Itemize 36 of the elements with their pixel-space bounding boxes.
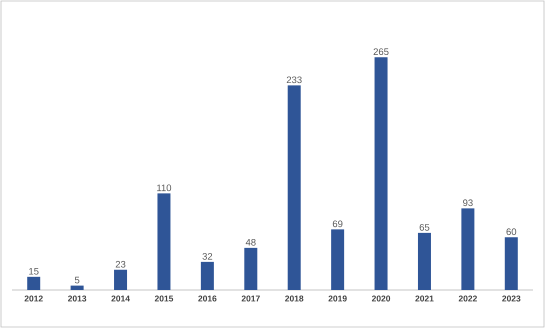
bar bbox=[331, 229, 344, 290]
bar bbox=[374, 57, 388, 290]
x-tick-label: 2014 bbox=[111, 296, 130, 302]
bar bbox=[157, 193, 170, 290]
x-tick-label: 2020 bbox=[372, 296, 390, 302]
x-tick-label: 2017 bbox=[242, 296, 260, 302]
x-tick-label: 2022 bbox=[458, 296, 477, 302]
data-label: 5 bbox=[74, 276, 80, 284]
bar bbox=[461, 208, 474, 290]
data-label: 60 bbox=[506, 228, 516, 236]
bar bbox=[70, 286, 84, 290]
bar bbox=[504, 237, 518, 290]
x-tick-label: 2019 bbox=[328, 296, 347, 302]
x-tick-label: 2015 bbox=[154, 296, 174, 302]
data-label: 69 bbox=[332, 220, 342, 228]
bar bbox=[244, 248, 258, 290]
data-label: 110 bbox=[157, 184, 172, 192]
bar bbox=[114, 270, 128, 290]
data-label: 48 bbox=[246, 238, 256, 246]
data-label: 93 bbox=[463, 199, 473, 206]
data-label: 15 bbox=[29, 268, 39, 275]
bar bbox=[27, 276, 40, 290]
x-tick-label: 2013 bbox=[68, 296, 86, 302]
x-tick-label: 2021 bbox=[415, 296, 434, 302]
data-label: 65 bbox=[420, 224, 430, 231]
x-tick-label: 2012 bbox=[24, 296, 43, 302]
x-tick-label: 2023 bbox=[502, 296, 520, 302]
bar bbox=[200, 262, 214, 290]
data-label: 23 bbox=[116, 260, 126, 268]
x-tick-label: 2016 bbox=[198, 296, 216, 302]
bar bbox=[418, 232, 431, 290]
data-label: 32 bbox=[202, 252, 212, 260]
bar bbox=[288, 85, 301, 290]
data-label: 233 bbox=[286, 76, 302, 84]
x-tick-label: 2018 bbox=[285, 296, 304, 302]
data-label: 265 bbox=[374, 48, 389, 56]
